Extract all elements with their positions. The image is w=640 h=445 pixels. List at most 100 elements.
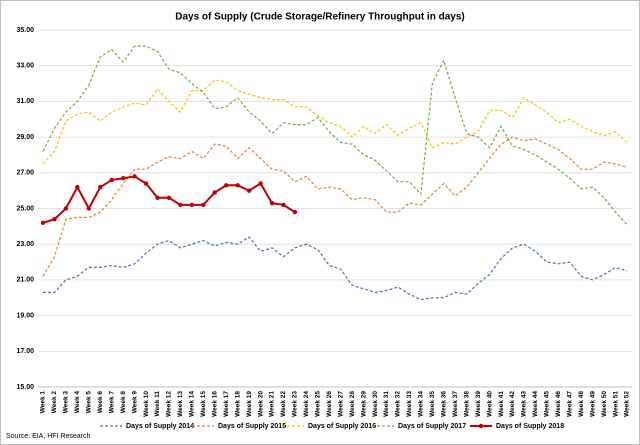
x-tick-label: Week 34 (418, 391, 425, 417)
x-tick-label: Week 17 (223, 391, 230, 417)
series-marker (75, 184, 80, 190)
legend-label: Days of Supply 2015 (218, 423, 286, 430)
x-tick-label: Week 24 (303, 391, 310, 417)
x-tick-label: Week 12 (166, 391, 173, 417)
series-marker (246, 188, 252, 193)
x-tick-label: Week 52 (624, 391, 631, 417)
series-marker (86, 206, 92, 211)
series-marker (201, 202, 206, 208)
x-tick-label: Week 2 (51, 391, 58, 414)
x-tick-label: Week 15 (200, 391, 207, 417)
x-tick-label: Week 32 (395, 391, 402, 417)
x-tick-label: Week 31 (383, 391, 390, 417)
series-marker (143, 181, 149, 186)
x-tick-label: Week 48 (578, 391, 585, 417)
series-line (43, 236, 628, 301)
x-tick-label: Week 49 (589, 391, 596, 417)
x-tick-label: Week 28 (349, 391, 356, 417)
series-marker (166, 195, 172, 200)
x-tick-label: Week 51 (612, 391, 619, 417)
x-tick-label: Week 45 (544, 391, 551, 417)
series-marker (40, 220, 46, 225)
x-tick-label: Week 37 (452, 391, 459, 417)
x-tick-label: Week 19 (246, 391, 253, 417)
series-marker (258, 181, 263, 186)
x-tick-label: Week 38 (463, 391, 470, 417)
y-tick-label: 27.00 (16, 170, 34, 177)
series-marker (269, 200, 275, 206)
x-tick-label: Week 4 (74, 391, 81, 414)
series-marker (235, 183, 240, 188)
x-tick-label: Week 16 (211, 391, 218, 417)
chart-title: Days of Supply (Crude Storage/Refinery T… (175, 12, 464, 23)
x-tick-label: Week 1 (40, 391, 47, 414)
x-tick-label: Week 43 (521, 391, 528, 417)
x-tick-label: Week 5 (86, 391, 93, 414)
series-marker (98, 184, 103, 190)
x-tick-label: Week 8 (120, 391, 127, 414)
y-tick-label: 31.00 (16, 98, 34, 105)
x-tick-label: Week 25 (315, 391, 322, 417)
series-marker (212, 190, 217, 195)
legend-label: Days of Supply 2017 (398, 423, 466, 430)
y-tick-label: 17.00 (16, 348, 34, 355)
x-tick-label: Week 27 (337, 391, 344, 417)
series-marker (109, 177, 114, 183)
y-tick-label: 35.00 (16, 27, 34, 34)
series-marker (281, 202, 286, 208)
series-marker (52, 217, 57, 222)
x-tick-label: Week 22 (280, 391, 287, 417)
legend-marker (478, 423, 484, 429)
x-tick-label: Week 3 (63, 391, 70, 414)
y-tick-label: 25.00 (16, 205, 34, 212)
y-tick-label: 19.00 (16, 312, 34, 319)
x-tick-label: Week 41 (498, 391, 505, 417)
y-tick-label: 23.00 (16, 241, 34, 248)
series-marker (224, 183, 229, 188)
x-tick-label: Week 33 (406, 391, 413, 417)
x-tick-label: Week 6 (97, 391, 104, 414)
y-tick-label: 29.00 (16, 134, 34, 141)
legend-label: Days of Supply 2014 (126, 423, 194, 430)
series-marker (292, 209, 298, 215)
x-tick-label: Week 29 (360, 391, 367, 417)
y-tick-label: 15.00 (16, 384, 34, 391)
x-tick-label: Week 35 (429, 391, 436, 417)
x-tick-label: Week 7 (108, 391, 115, 414)
x-tick-label: Week 50 (601, 391, 608, 417)
x-tick-label: Week 30 (372, 391, 379, 417)
x-tick-label: Week 9 (131, 391, 138, 414)
x-tick-label: Week 47 (566, 391, 573, 417)
series-marker (132, 174, 137, 179)
series-line (42, 136, 628, 277)
x-tick-label: Week 46 (555, 391, 562, 417)
x-tick-label: Week 10 (143, 391, 150, 417)
x-tick-label: Week 42 (509, 391, 516, 417)
x-tick-label: Week 40 (486, 391, 493, 417)
series-marker (63, 206, 69, 211)
x-tick-label: Week 36 (441, 391, 448, 417)
x-tick-label: Week 20 (257, 391, 264, 417)
series-line (42, 79, 628, 165)
x-tick-label: Week 11 (154, 391, 161, 417)
x-tick-label: Week 21 (269, 391, 276, 417)
series-marker (120, 175, 126, 181)
y-tick-label: 21.00 (16, 277, 34, 284)
y-tick-label: 33.00 (16, 63, 34, 70)
series-marker (178, 202, 183, 208)
x-tick-label: Week 13 (177, 391, 184, 417)
x-tick-label: Week 39 (475, 391, 482, 417)
x-tick-label: Week 23 (292, 391, 299, 417)
x-tick-label: Week 14 (189, 391, 196, 417)
legend-label: Days of Supply 2018 (496, 423, 564, 430)
legend-label: Days of Supply 2016 (308, 423, 376, 430)
series-line (42, 45, 628, 226)
x-tick-label: Week 26 (326, 391, 333, 417)
source-note: Source: EIA, HFI Research (6, 433, 91, 440)
x-tick-label: Week 18 (234, 391, 241, 417)
series-marker (189, 202, 195, 208)
series-marker (155, 195, 160, 200)
x-tick-label: Week 44 (532, 391, 539, 417)
